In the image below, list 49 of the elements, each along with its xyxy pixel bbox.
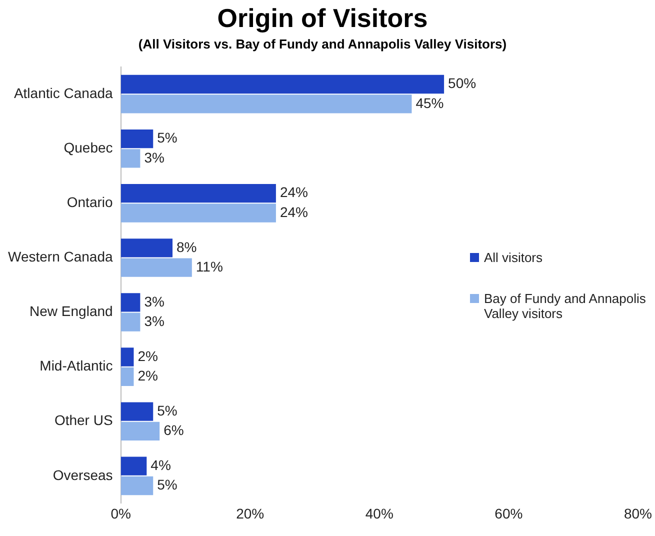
y-tick-label: Western Canada: [8, 248, 114, 265]
data-label: 11%: [196, 258, 223, 274]
bar: [120, 422, 160, 441]
bar: [120, 74, 444, 94]
data-label: 3%: [144, 293, 164, 310]
y-tick-label: Mid-Atlantic: [40, 358, 113, 374]
chart-title: Origin of Visitors: [217, 2, 428, 33]
bar: [120, 258, 192, 277]
data-label: 24%: [280, 204, 308, 220]
bar: [120, 476, 154, 496]
data-label: 6%: [164, 422, 184, 438]
y-tick-label: Quebec: [64, 139, 113, 156]
data-label: 5%: [157, 402, 178, 418]
x-tick-label: 0%: [110, 505, 131, 522]
data-label: 8%: [176, 238, 197, 255]
bar: [120, 184, 276, 203]
bar: [120, 149, 140, 168]
bar: [120, 238, 173, 258]
bar: [120, 204, 276, 222]
y-tick-label: New England: [30, 303, 113, 320]
data-label: 45%: [416, 94, 444, 111]
y-tick-label: Atlantic Canada: [14, 84, 114, 101]
bar: [120, 367, 134, 386]
data-label: 50%: [448, 75, 476, 92]
y-tick-label: Ontario: [66, 194, 114, 210]
x-tick-label: 60%: [494, 505, 523, 522]
chart-subtitle: (All Visitors vs. Bay of Fundy and Annapolis Valley Visitors): [138, 36, 507, 52]
bar: [120, 456, 147, 476]
bar: [120, 312, 140, 332]
data-label: 3%: [144, 312, 164, 329]
bar: [120, 402, 154, 421]
data-label: 4%: [150, 456, 171, 473]
x-tick-label: 20%: [236, 505, 264, 522]
data-label: 3%: [144, 149, 164, 166]
data-label: 5%: [157, 130, 178, 146]
data-label: 5%: [157, 476, 178, 493]
data-label: 2%: [138, 368, 158, 384]
bar: [120, 94, 412, 114]
bar: [120, 129, 154, 148]
y-tick-label: Other US: [54, 412, 113, 428]
y-tick-label: Overseas: [52, 466, 113, 483]
legend-label: All visitors: [484, 250, 543, 265]
legend-label: Bay of Fundy and Annapolis Valley visitors: [484, 291, 647, 321]
bar: [120, 293, 140, 312]
bar: [120, 348, 134, 366]
data-label: 2%: [138, 348, 158, 364]
x-tick-label: 80%: [624, 505, 652, 522]
data-label: 24%: [280, 184, 308, 200]
x-tick-label: 40%: [365, 505, 394, 522]
